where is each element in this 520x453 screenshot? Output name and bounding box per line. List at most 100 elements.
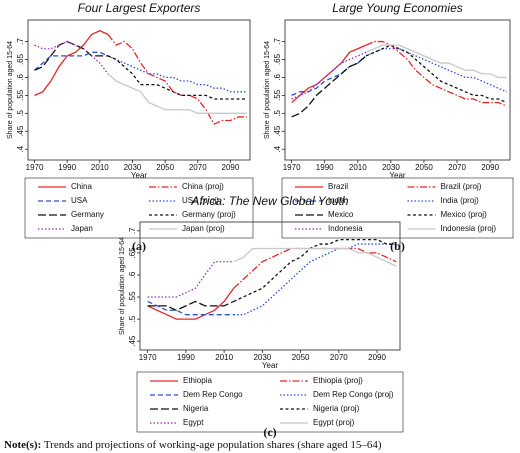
series-line: [147, 287, 235, 320]
legend-label: Brazil (proj): [441, 182, 482, 191]
x-tick-label: 1970: [283, 163, 301, 172]
legend-label: Germany: [71, 210, 104, 219]
y-tick-label: .65: [128, 247, 137, 259]
series-line: [147, 300, 234, 316]
legend-label: Indonesia: [328, 224, 363, 233]
x-axis-label: Year: [389, 171, 406, 180]
y-tick-label: .4: [273, 145, 282, 152]
series-line: [34, 40, 109, 75]
series-line: [107, 33, 247, 125]
legend-label: China (proj): [182, 182, 224, 191]
legend-label: Dem Rep Congo: [183, 390, 243, 399]
legend-label: Indonesia (proj): [441, 224, 497, 233]
legend-label: Germany (proj): [182, 210, 236, 219]
y-tick-label: .7: [128, 227, 137, 234]
y-tick-label: .55: [273, 89, 282, 101]
series-line: [291, 55, 367, 118]
legend-box: [24, 177, 254, 239]
y-tick-label: .5: [128, 315, 137, 322]
chart-title: Large Young Economies: [332, 1, 463, 15]
legend-label: India (proj): [441, 196, 480, 205]
series-line: [291, 55, 367, 96]
x-tick-label: 1990: [58, 163, 76, 172]
series-line: [147, 261, 234, 298]
legend-label: Japan: [71, 224, 93, 233]
series-line: [365, 44, 507, 79]
y-tick-label: .5: [16, 109, 25, 116]
note: Note(s): Trends and projections of worki…: [4, 439, 382, 451]
plot-frame: [284, 19, 511, 161]
legend-label: USA: [71, 196, 88, 205]
legend-label: Egypt (proj): [313, 418, 355, 427]
legend-label: USA (proj): [182, 196, 219, 205]
legend-label: Mexico: [328, 210, 354, 219]
series-line: [233, 247, 397, 267]
panel-label: (a): [132, 239, 146, 253]
panel-label: (c): [263, 425, 276, 439]
x-tick-label: 1990: [177, 353, 195, 362]
legend-label: Brazil: [328, 182, 348, 191]
legend-label: Mexico (proj): [441, 210, 488, 219]
x-tick-label: 2090: [481, 163, 499, 172]
series-line: [365, 48, 507, 93]
legend-box: [281, 177, 514, 239]
y-tick-label: .6: [16, 74, 25, 81]
x-axis-label: Year: [262, 361, 279, 370]
y-axis-label: Share of population aged 15-64: [7, 41, 14, 139]
x-tick-label: 2030: [253, 353, 271, 362]
series-line: [365, 44, 507, 104]
series-line: [365, 40, 507, 107]
y-tick-label: .65: [16, 53, 25, 65]
legend-label: Nigeria (proj): [313, 404, 360, 413]
chart-title: Africa: The New Global Youth: [190, 194, 349, 208]
y-axis-label: Share of population aged 15-64: [264, 41, 271, 139]
plot-frame: [27, 19, 251, 161]
note-label: Note(s):: [4, 439, 41, 451]
y-tick-label: .4: [16, 145, 25, 152]
x-tick-label: 1970: [26, 163, 44, 172]
x-tick-label: 2010: [349, 163, 367, 172]
x-tick-label: 2010: [91, 163, 109, 172]
x-tick-label: 2010: [215, 353, 233, 362]
y-tick-label: .7: [16, 38, 25, 45]
legend-box: [136, 371, 404, 433]
panel-label: (b): [390, 239, 405, 253]
note-text: Trends and projections of working-age po…: [44, 439, 382, 451]
x-tick-label: 2070: [330, 353, 348, 362]
legend-label: India: [328, 196, 346, 205]
y-tick-label: .55: [128, 291, 137, 303]
x-tick-label: 2070: [189, 163, 207, 172]
chart-title: Four Largest Exporters: [78, 1, 201, 15]
y-tick-label: .65: [273, 53, 282, 65]
series-line: [147, 300, 234, 311]
series-line: [233, 243, 397, 316]
y-tick-label: .45: [16, 125, 25, 137]
x-tick-label: 1990: [316, 163, 334, 172]
legend-label: China: [71, 182, 92, 191]
y-tick-label: .6: [273, 74, 282, 81]
x-tick-label: 1970: [139, 353, 157, 362]
legend-label: Dem Rep Congo (proj): [313, 390, 394, 399]
x-tick-label: 2090: [368, 353, 386, 362]
x-axis-label: Year: [131, 171, 148, 180]
y-tick-label: .6: [128, 271, 137, 278]
legend-label: Japan (proj): [182, 224, 225, 233]
series-line: [291, 44, 367, 104]
series-line: [107, 55, 247, 100]
legend-label: Ethiopia (proj): [313, 376, 363, 385]
y-tick-label: .7: [273, 38, 282, 45]
x-tick-label: 2030: [382, 163, 400, 172]
y-axis-label: Share of population aged 15-64: [119, 237, 126, 335]
series-line: [233, 239, 397, 303]
legend-label: Egypt: [183, 418, 204, 427]
series-line: [34, 30, 109, 96]
series-line: [34, 51, 109, 71]
y-tick-label: .45: [273, 125, 282, 137]
x-tick-label: 2030: [124, 163, 142, 172]
x-tick-label: 2070: [448, 163, 466, 172]
x-tick-label: 2050: [415, 163, 433, 172]
y-tick-label: .45: [128, 335, 137, 347]
plot-frame: [139, 221, 401, 351]
x-tick-label: 2090: [222, 163, 240, 172]
